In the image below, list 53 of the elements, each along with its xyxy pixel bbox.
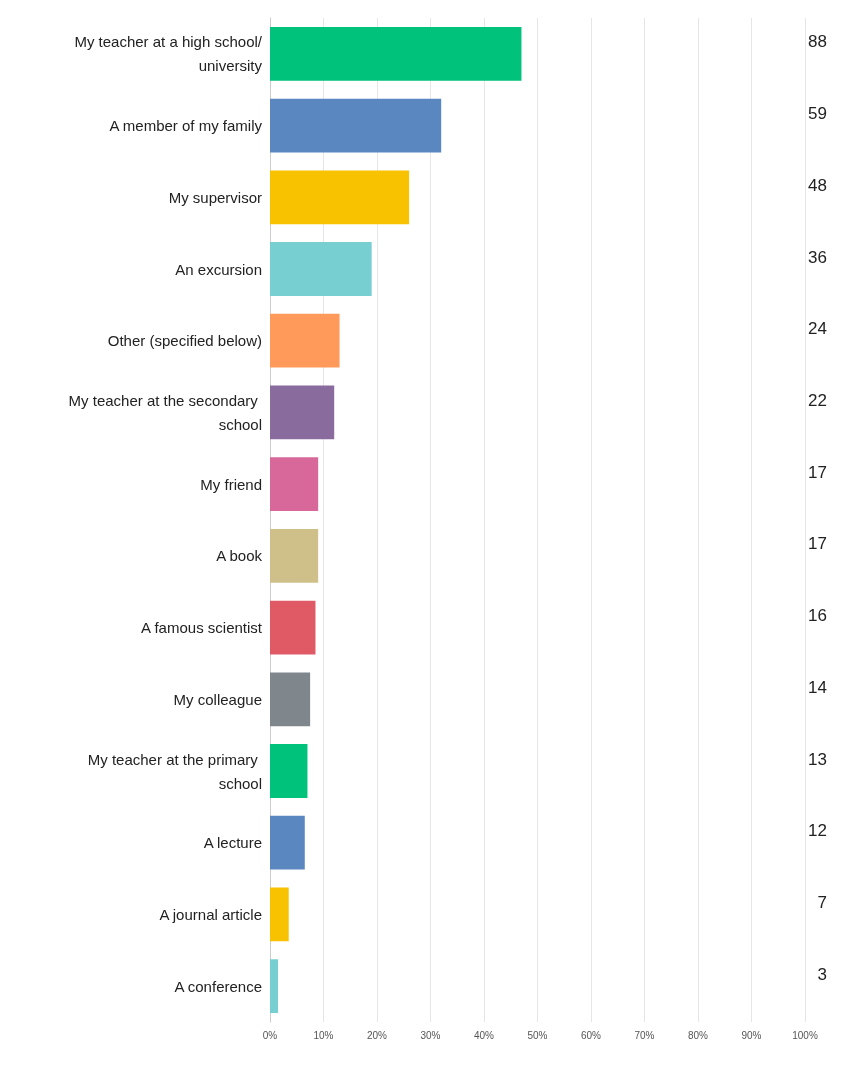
x-tick-label: 80%: [687, 1029, 709, 1041]
y-tick-label: An excursion: [175, 260, 262, 278]
bar: [270, 600, 316, 655]
y-tick-label: My friend: [200, 475, 262, 493]
bar: [270, 242, 372, 296]
bar: [270, 815, 305, 870]
text: 3: [817, 964, 827, 984]
text: 14: [808, 677, 827, 697]
text: 88: [808, 32, 827, 52]
text: 36: [808, 247, 827, 267]
x-tick-label: 100%: [792, 1029, 818, 1041]
bar: [270, 528, 319, 583]
bar: [270, 98, 442, 153]
text: 48: [808, 175, 827, 195]
x-tick-label: 90%: [741, 1029, 762, 1041]
y-tick-label: My colleague: [173, 690, 262, 708]
text: 22: [808, 390, 827, 410]
x-tick-label: 70%: [634, 1029, 655, 1041]
text: 12: [808, 821, 827, 841]
y-tick-label: A famous scientist: [141, 619, 263, 637]
text: 17: [808, 462, 827, 482]
y-tick-label: A journal article: [159, 905, 262, 923]
x-tick-label: 60%: [580, 1029, 602, 1041]
bar: [270, 385, 335, 440]
y-tick-label: A lecture: [203, 834, 262, 852]
y-tick-label: Other (specified below): [107, 332, 262, 350]
bar: [270, 887, 289, 942]
text: 24: [808, 319, 827, 339]
bar: [270, 959, 279, 1014]
y-tick-label: My teacher at the secondary school: [68, 391, 262, 433]
x-tick-label: 10%: [313, 1029, 334, 1041]
y-tick-label: My supervisor: [168, 188, 262, 206]
y-tick-label: A book: [216, 547, 263, 565]
text: 17: [808, 534, 827, 554]
y-tick-label: A conference: [174, 977, 262, 995]
text: 13: [808, 749, 827, 769]
bar: [270, 457, 319, 512]
bar: [270, 744, 308, 798]
x-tick-label: 20%: [366, 1029, 388, 1041]
bar: [270, 26, 522, 81]
bar: [270, 313, 340, 368]
x-tick-label: 0%: [262, 1029, 278, 1041]
text: 7: [817, 892, 827, 912]
x-tick-label: 40%: [473, 1029, 495, 1041]
bar: [270, 170, 410, 225]
x-tick-label: 30%: [420, 1029, 441, 1041]
y-tick-label: My teacher at the primary school: [87, 750, 262, 792]
text: 16: [808, 606, 827, 626]
y-tick-label: My teacher at a high school/university: [74, 33, 263, 75]
y-tick-label: A member of my family: [109, 117, 263, 135]
text: 59: [808, 104, 827, 124]
bar: [270, 672, 311, 727]
x-tick-label: 50%: [527, 1029, 548, 1041]
